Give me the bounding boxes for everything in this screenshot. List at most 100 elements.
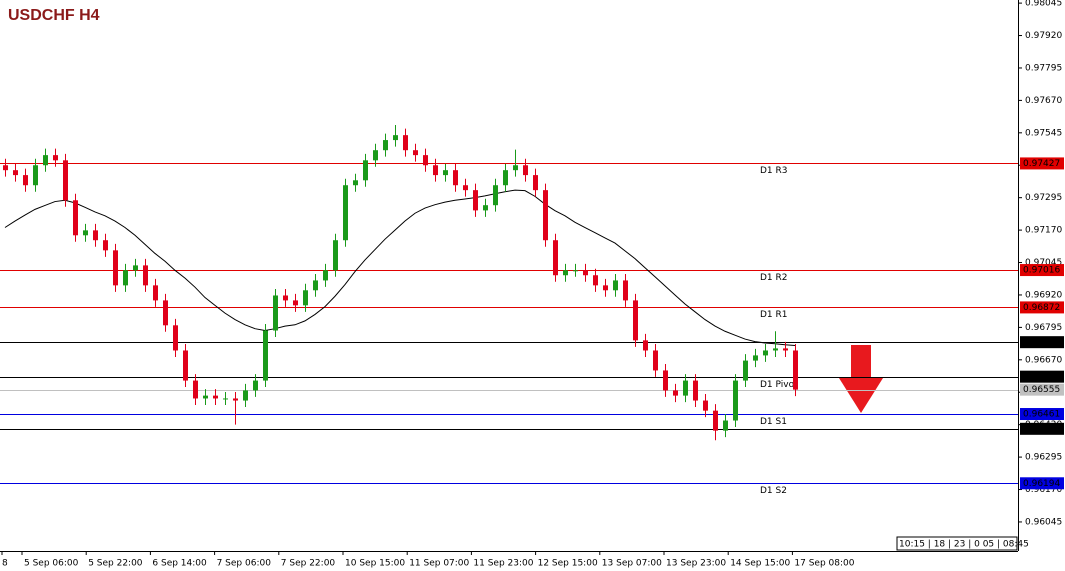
countdown-box — [896, 536, 1018, 551]
candle-body — [623, 280, 628, 301]
x-tick-label: 7 Sep 22:00 — [281, 559, 336, 569]
sell-arrow — [839, 345, 883, 413]
level-name: D1 Pivot — [760, 380, 798, 390]
level-value-box — [1020, 301, 1064, 314]
level-value-box — [1020, 477, 1064, 490]
y-tick-label: 0.98045 — [1025, 0, 1062, 9]
level-value: 0.96738 — [1023, 338, 1060, 348]
candle-body — [323, 270, 328, 281]
candle-body — [443, 170, 448, 176]
candle-body — [693, 380, 698, 401]
candle-body — [643, 340, 648, 351]
x-tick-label: 11 Sep 23:00 — [473, 559, 533, 569]
candle-body — [293, 300, 298, 306]
x-tick-label: 5 Sep 06:00 — [24, 559, 79, 569]
candle-body — [703, 400, 708, 411]
candle-body — [493, 185, 498, 206]
x-tick-label: 13 Sep 23:00 — [666, 559, 726, 569]
y-tick-label: 0.97045 — [1025, 258, 1062, 268]
x-tick-label: 6 Sep 14:00 — [152, 559, 207, 569]
y-tick-label: 0.96795 — [1025, 323, 1062, 333]
y-tick-label: 0.97670 — [1025, 96, 1062, 106]
candle-body — [373, 150, 378, 161]
level-value-box — [1020, 370, 1064, 383]
candle-body — [223, 398, 228, 400]
candle-body — [183, 350, 188, 381]
candle-body — [633, 300, 638, 341]
level-value-box — [1020, 336, 1064, 349]
candle-body — [673, 390, 678, 396]
candle-body — [523, 165, 528, 176]
level-name: D1 S2 — [760, 486, 787, 496]
candle-body — [433, 165, 438, 176]
level-value: 0.96872 — [1023, 303, 1060, 313]
x-tick-label: 13 Sep 07:00 — [602, 559, 662, 569]
candle-body — [173, 325, 178, 351]
level-name: D1 R2 — [760, 273, 788, 283]
level-value-box — [1020, 383, 1064, 396]
level-name: D1 R3 — [760, 166, 788, 176]
candle-body — [153, 285, 158, 301]
x-tick-label: 5 Sep 22:00 — [88, 559, 143, 569]
candle-body — [533, 175, 538, 191]
level-value-box — [1020, 264, 1064, 277]
candle-body — [233, 398, 238, 401]
y-tick-label: 0.97170 — [1025, 226, 1062, 236]
candle-body — [123, 270, 128, 286]
x-tick-label: 10 Sep 15:00 — [345, 559, 405, 569]
candle-body — [213, 395, 218, 399]
x-tick-label: 12 Sep 15:00 — [538, 559, 598, 569]
candle-body — [463, 185, 468, 191]
candle-body — [253, 380, 258, 391]
chart-title: USDCHF H4 — [8, 7, 100, 24]
candle-body — [583, 270, 588, 276]
candle-body — [203, 395, 208, 399]
candle-body — [423, 155, 428, 166]
candle-body — [163, 300, 168, 326]
candle-body — [243, 390, 248, 401]
candle-body — [63, 160, 68, 201]
y-tick-label: 0.96170 — [1025, 485, 1062, 495]
y-tick-label: 0.96295 — [1025, 453, 1062, 463]
candle-body — [193, 380, 198, 399]
candle-body — [733, 380, 738, 421]
y-tick-label: 0.96670 — [1025, 355, 1062, 365]
candle-body — [283, 295, 288, 301]
candle-body — [103, 240, 108, 251]
candle-body — [543, 190, 548, 241]
level-name: D1 S1 — [760, 417, 787, 427]
candle-body — [713, 410, 718, 431]
candle-body — [43, 155, 48, 166]
moving-average — [4, 189, 796, 347]
candle-body — [513, 165, 518, 171]
candle-body — [563, 270, 568, 276]
candle-body — [53, 155, 58, 161]
candle-body — [33, 165, 38, 186]
candle-body — [13, 170, 18, 176]
levels: D1 R3 D1 R2 D1 R1 D1 Pivot D1 S1 D1 S2 — [0, 163, 1018, 496]
candle-body — [383, 140, 388, 151]
level-name: D1 R1 — [760, 310, 788, 320]
x-tick-label: 17 Sep 08:00 — [794, 559, 854, 569]
candle-body — [133, 265, 138, 271]
candle-body — [353, 180, 358, 186]
candle-body — [473, 190, 478, 211]
candle-body — [773, 348, 778, 351]
candle-body — [453, 170, 458, 186]
candle-body — [263, 330, 268, 381]
candle-body — [393, 135, 398, 141]
level-value: 0.97427 — [1023, 159, 1060, 169]
y-tick-label: 0.96920 — [1025, 290, 1062, 300]
candle-body — [363, 160, 368, 181]
level-value: 0.96404 — [1023, 424, 1060, 434]
candle-body — [273, 295, 278, 331]
candle-body — [593, 275, 598, 286]
level-value: 0.96194 — [1023, 479, 1060, 489]
candle-body — [743, 360, 748, 381]
x-tick-label: 14 Sep 15:00 — [730, 559, 790, 569]
candle-body — [613, 280, 618, 291]
candle-body — [333, 240, 338, 271]
candle-body — [3, 165, 8, 171]
y-tick-label: 0.97920 — [1025, 31, 1062, 41]
